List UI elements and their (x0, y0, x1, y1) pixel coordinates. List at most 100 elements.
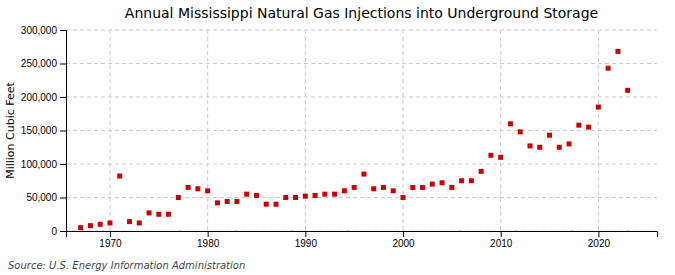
grid-line-y (66, 130, 657, 131)
x-axis-tick-label: 2000 (392, 238, 415, 249)
point (401, 195, 406, 200)
point (440, 180, 445, 185)
y-axis-tick-label: 50,000 (26, 192, 57, 203)
point (576, 123, 581, 128)
point (205, 188, 210, 193)
x-axis-tick: 1990 (295, 231, 318, 249)
y-axis-tick: 50,000 (26, 192, 66, 203)
point (78, 225, 83, 230)
x-axis-tick-mark (110, 231, 111, 237)
point (127, 219, 132, 224)
y-axis: 0 50,000 100,000 150,000 200,000 250,000 300,0… (21, 25, 67, 237)
point (381, 185, 386, 190)
point (469, 178, 474, 183)
point (537, 145, 542, 150)
point (449, 185, 454, 190)
x-axis-tick-label: 2010 (490, 238, 513, 249)
point (156, 212, 161, 217)
chart-container: 1970 1980 1990 2000 2010 2020 0 50,000 100,000 15… (0, 0, 675, 275)
y-axis-tick: 100,000 (21, 159, 66, 170)
x-axis-tick-mark (598, 231, 599, 237)
y-axis-tick-mark (60, 30, 66, 31)
point (98, 222, 103, 227)
x-axis-tick-label: 1980 (197, 238, 220, 249)
y-axis-tick-label: 100,000 (21, 159, 58, 170)
point (430, 182, 435, 187)
x-axis-tick: 2000 (392, 231, 415, 249)
y-axis-tick: 150,000 (21, 125, 66, 136)
point (147, 210, 152, 215)
point (508, 121, 513, 126)
grid (66, 30, 657, 231)
point (332, 192, 337, 197)
grid-line-y (66, 164, 657, 165)
point (225, 199, 230, 204)
point (293, 195, 298, 200)
grid-line-x (305, 30, 306, 231)
y-axis-tick-label: 200,000 (21, 92, 58, 103)
point (215, 200, 220, 205)
point (615, 49, 620, 54)
x-axis-tick-mark (403, 231, 404, 237)
point (606, 66, 611, 71)
y-axis-tick-label: 250,000 (21, 58, 58, 69)
grid-line-y (66, 30, 657, 31)
point (166, 212, 171, 217)
y-axis-tick-mark (60, 164, 66, 165)
y-axis-tick-mark (60, 97, 66, 98)
point (264, 202, 269, 207)
point (410, 185, 415, 190)
x-axis-tick-label: 2020 (588, 238, 611, 249)
grid-line-y (66, 197, 657, 198)
point (498, 155, 503, 160)
point (459, 178, 464, 183)
chart-svg: 1970 1980 1990 2000 2010 2020 0 50,000 100,000 15… (0, 0, 675, 275)
point (352, 185, 357, 190)
y-axis-tick: 300,000 (21, 25, 66, 36)
y-axis-tick-mark (60, 231, 66, 232)
point (274, 202, 279, 207)
annotation: Source: U.S. Energy Information Administ… (8, 260, 245, 271)
point (244, 192, 249, 197)
point (283, 195, 288, 200)
grid-line-x (109, 30, 110, 231)
point (88, 223, 93, 228)
grid-line-x (207, 30, 208, 231)
point (195, 186, 200, 191)
grid-line-x (403, 30, 404, 231)
x-axis-tick: 1980 (197, 231, 220, 249)
title: Annual Mississippi Natural Gas Injection… (125, 5, 598, 21)
point (479, 169, 484, 174)
point (391, 188, 396, 193)
y-axis-title: Million Cubic Feet (4, 81, 17, 178)
plot-area: 1970 1980 1990 2000 2010 2020 0 50,000 100,000 15… (21, 25, 658, 249)
point (420, 185, 425, 190)
point (117, 174, 122, 179)
point (586, 125, 591, 130)
point (342, 188, 347, 193)
x-axis-tick-mark (208, 231, 209, 237)
point (313, 193, 318, 198)
y-axis-tick-mark (60, 64, 66, 65)
point (303, 194, 308, 199)
point (518, 129, 523, 134)
y-axis-line (60, 31, 67, 232)
x-axis-line (67, 232, 658, 238)
point (625, 88, 630, 93)
point (547, 133, 552, 138)
grid-line-y (66, 63, 657, 64)
grid-line-x (598, 30, 599, 231)
point (488, 153, 493, 158)
points (78, 49, 630, 230)
point (528, 143, 533, 148)
point (186, 185, 191, 190)
point (322, 192, 327, 197)
x-axis-tick-label: 1970 (99, 238, 122, 249)
point (557, 145, 562, 150)
x-axis-tick: 2010 (490, 231, 513, 249)
y-axis-tick-label: 0 (51, 226, 57, 237)
x-axis-tick: 1970 (99, 231, 122, 249)
y-axis-tick: 250,000 (21, 58, 66, 69)
point (371, 186, 376, 191)
point (234, 199, 239, 204)
